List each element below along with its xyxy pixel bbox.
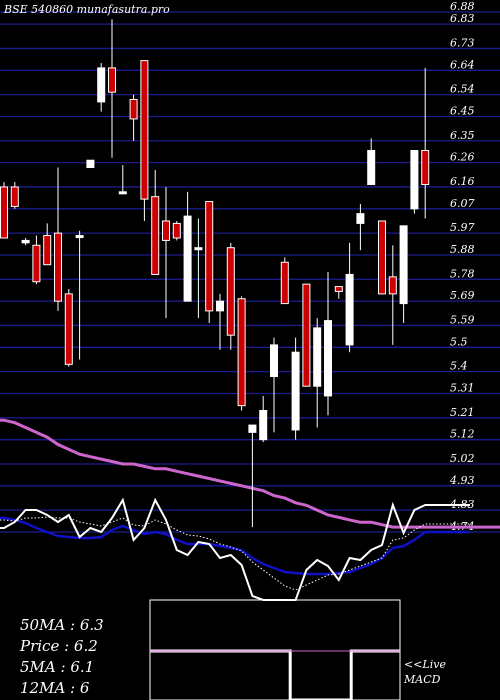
candle-down: [334, 286, 343, 292]
candle-up: [410, 150, 419, 210]
candle-down: [151, 196, 160, 275]
y-tick-label: 6.83: [450, 12, 475, 25]
candle-up: [356, 213, 365, 224]
y-tick-label: 5.21: [450, 406, 475, 419]
candle-down: [108, 67, 116, 93]
macd-histogram: [150, 649, 400, 700]
candle-down: [10, 186, 19, 207]
y-tick-label: 5.97: [450, 221, 475, 234]
y-tick-label: 6.45: [450, 104, 475, 117]
candle-down: [237, 298, 246, 407]
candle-down: [0, 186, 8, 239]
candle-down: [421, 150, 430, 186]
candles-layer: [0, 19, 430, 528]
y-tick-label: 5.88: [450, 243, 475, 256]
candle-up: [399, 225, 408, 305]
candle-down: [280, 261, 289, 305]
candle-down: [129, 98, 138, 120]
ma50-label: 50MA : 6.3: [20, 616, 104, 634]
candle-down: [32, 244, 41, 283]
y-tick-label: 6.54: [450, 83, 475, 96]
candle-down: [378, 220, 386, 295]
y-tick-label: 6.35: [450, 129, 475, 142]
candle-up: [291, 351, 300, 431]
y-tick-label: 6.64: [450, 58, 475, 71]
macd-live-label: <<Live: [404, 658, 446, 671]
candle-down: [43, 235, 52, 266]
y-tick-label: 5.4: [450, 360, 468, 373]
indicator-blue-line: [0, 516, 470, 576]
info-panel: 50MA : 6.3 Price : 6.2 5MA : 6.1 12MA : …: [19, 616, 104, 697]
macd-step-line: [150, 649, 400, 700]
ma5-label: 5MA : 6.1: [20, 658, 94, 676]
moving-average-line: [0, 418, 500, 529]
candle-up: [259, 410, 268, 441]
candle-down: [226, 247, 235, 336]
candle-down: [205, 201, 214, 312]
grid-lines: [0, 11, 500, 533]
candle-up: [248, 424, 257, 433]
price-label: Price : 6.2: [19, 637, 98, 655]
candle-down: [162, 220, 170, 241]
candle-up: [313, 327, 322, 387]
y-tick-label: 6.88: [450, 0, 475, 13]
candle-down: [302, 283, 311, 387]
candle-up: [75, 235, 84, 239]
chart-title: BSE 540860 munafasutra.pro: [3, 3, 170, 16]
y-tick-label: 6.16: [450, 175, 475, 188]
y-tick-label: 5.12: [450, 428, 475, 441]
candle-up: [270, 344, 278, 377]
candle-up: [367, 150, 376, 186]
candle-down: [64, 293, 73, 365]
y-tick-label: 5.31: [450, 381, 475, 394]
candle-down: [388, 276, 397, 295]
candle-up: [21, 239, 30, 244]
macd-title-label: MACD: [403, 673, 441, 686]
y-tick-label: 5.69: [450, 289, 475, 302]
candle-up: [194, 247, 203, 251]
candle-down: [140, 60, 149, 200]
candle-up: [86, 159, 95, 169]
y-tick-label: 5.78: [450, 267, 475, 280]
y-tick-label: 6.73: [450, 36, 475, 49]
candle-up: [345, 273, 354, 346]
indicator-white-line: [0, 497, 470, 601]
candle-down: [172, 222, 181, 239]
y-tick-label: 6.07: [450, 197, 475, 210]
ma12-label: 12MA : 6: [20, 679, 90, 697]
moving-average-layer: [0, 418, 500, 529]
indicator-dotted-line: [0, 516, 470, 591]
y-tick-label: 5.5: [450, 335, 468, 348]
y-tick-label: 4.93: [449, 474, 475, 487]
indicator-layer: [0, 497, 470, 601]
candle-up: [97, 67, 106, 103]
candle-up: [118, 191, 127, 195]
y-tick-label: 5.59: [450, 313, 475, 326]
candle-down: [54, 232, 62, 302]
y-tick-label: 5.02: [450, 452, 475, 465]
macd-panel: <<Live MACD: [149, 599, 446, 700]
y-tick-label: 6.26: [450, 151, 475, 164]
candle-up: [183, 215, 192, 302]
candle-up: [324, 320, 332, 397]
y-axis-ticks: 6.886.83 6.73 6.64 6.54 6.45 6.35 6.26 6.16 6.07…: [449, 0, 475, 533]
candle-up: [216, 300, 224, 312]
